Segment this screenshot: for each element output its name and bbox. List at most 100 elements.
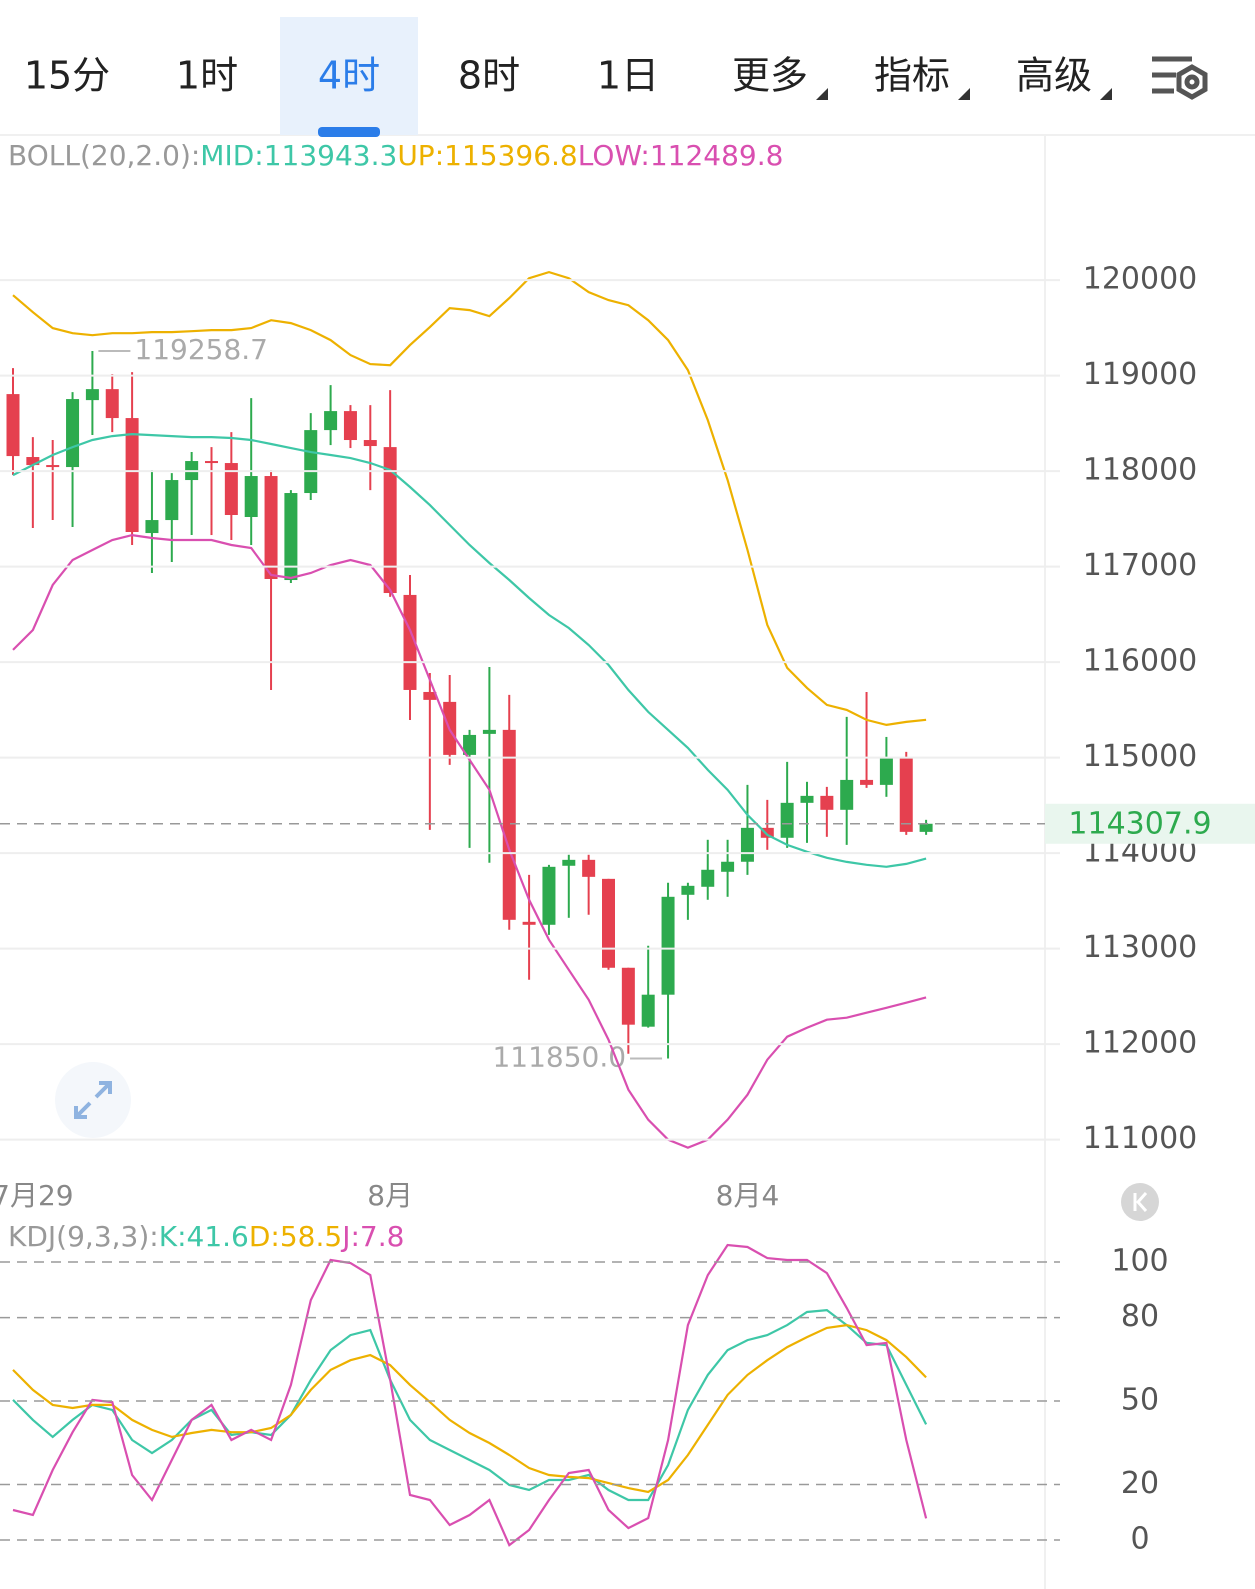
candle-body (165, 480, 179, 521)
legend: BOLL(20,2.0):MID:113943.3UP:115396.8LOW:… (8, 139, 783, 172)
y-tick-label: 20 (1121, 1466, 1159, 1501)
tab-label[interactable]: 8时 (458, 54, 520, 98)
tab-indicator (318, 127, 380, 137)
candle-body (661, 896, 675, 995)
candle-body (403, 594, 417, 690)
series-line (12, 533, 927, 1149)
series-line (12, 1323, 927, 1494)
candle-body (681, 885, 695, 895)
candle-body (780, 802, 794, 838)
candle-body (324, 411, 338, 431)
y-tick-label: 118000 (1083, 453, 1198, 488)
series-line (12, 1308, 928, 1502)
candle-body (562, 859, 576, 866)
candle-body (205, 461, 218, 464)
candle-body (860, 779, 874, 785)
y-tick-label: 119000 (1083, 357, 1198, 392)
collapse-glyph (1133, 1192, 1148, 1212)
settings-icon[interactable] (1152, 56, 1208, 100)
candle-body (244, 476, 258, 518)
candle-body (383, 447, 397, 594)
candle-body (840, 779, 854, 810)
candle-body (224, 463, 238, 515)
candle-body (721, 861, 735, 872)
candle-body (602, 878, 615, 968)
button-bg (55, 1062, 131, 1138)
y-tick-label: 0 (1130, 1522, 1149, 1557)
candle-body (919, 823, 933, 832)
tab-label[interactable]: 1时 (176, 54, 238, 98)
legend-entry: K:41.6 (159, 1220, 249, 1253)
candle-body (423, 691, 437, 700)
series-line (12, 270, 927, 727)
candle-body (542, 866, 556, 925)
icon-dot (1184, 74, 1200, 90)
y-tick-label: 50 (1121, 1383, 1159, 1418)
y-tick-label: 80 (1121, 1299, 1159, 1334)
extreme-label: 111850.0 (492, 1040, 626, 1073)
candle-body (363, 440, 377, 447)
main-plot: 119258.7 111850.0 (6, 270, 933, 1149)
tab-selected-bg (280, 17, 418, 135)
candle-body (899, 757, 913, 832)
series-line (12, 432, 927, 868)
tab-label[interactable]: 指标 (874, 54, 950, 98)
candle-body (46, 465, 60, 468)
x-tick-label: 8月4 (716, 1179, 780, 1212)
y-tick-label: 116000 (1083, 644, 1198, 679)
candle-body (502, 729, 516, 920)
candle-body (343, 411, 357, 441)
candle-body (820, 795, 834, 810)
x-tick-label: 8月 (367, 1179, 413, 1212)
candle-body (701, 869, 715, 887)
candle-body (6, 394, 20, 457)
legend-entry: MID:113943.3 (200, 139, 397, 172)
legend-entry: D:58.5 (249, 1220, 342, 1253)
legend-entry: J:7.8 (340, 1220, 404, 1253)
y-tick-label: 115000 (1083, 739, 1198, 774)
dropdown-triangle (958, 88, 970, 100)
icon-hexagon (1176, 64, 1208, 100)
last-price-label: 114307.9 (1068, 806, 1211, 841)
tab-label[interactable]: 1日 (597, 54, 659, 98)
candle-body (800, 795, 814, 803)
y-tick-label: 117000 (1083, 548, 1198, 583)
candle-body (582, 859, 596, 877)
legend: KDJ(9,3,3):K:41.6D:58.5J:7.8 (8, 1220, 404, 1253)
extreme-label: 119258.7 (134, 333, 268, 366)
dropdown-triangle (816, 88, 828, 100)
tab-label[interactable]: 更多 (732, 54, 808, 98)
y-tick-label: 120000 (1083, 262, 1198, 297)
y-tick-label: 112000 (1083, 1026, 1198, 1061)
candle-body (264, 476, 278, 579)
expand-button[interactable] (55, 1062, 131, 1138)
candle-body (125, 418, 139, 532)
candle-body (621, 967, 635, 1025)
candle-body (522, 921, 536, 925)
legend-entry: LOW:112489.8 (578, 139, 784, 172)
collapse-button[interactable] (1121, 1183, 1159, 1221)
tab-label[interactable]: 高级 (1016, 54, 1092, 98)
y-tick-label: 100 (1111, 1243, 1168, 1278)
candle-body (105, 389, 119, 419)
candle-body (85, 389, 99, 401)
kdj-plot (12, 1243, 928, 1547)
series-line (12, 1243, 928, 1547)
x-tick-label: 7月29 (0, 1179, 74, 1212)
candle-body (66, 399, 80, 468)
last-price-bg (1045, 803, 1255, 844)
candle-body (463, 734, 477, 755)
tab-label[interactable]: 4时 (318, 54, 380, 98)
legend-title: BOLL(20,2.0): (8, 139, 200, 172)
legend-title: KDJ(9,3,3): (8, 1220, 159, 1253)
candle-body (284, 493, 298, 581)
candle-body (145, 520, 159, 534)
tab-label[interactable]: 15分 (24, 54, 110, 98)
legend-entry: UP:115396.8 (397, 139, 577, 172)
candle-body (641, 994, 655, 1027)
candle-body (26, 457, 40, 466)
dropdown-triangle (1100, 88, 1112, 100)
